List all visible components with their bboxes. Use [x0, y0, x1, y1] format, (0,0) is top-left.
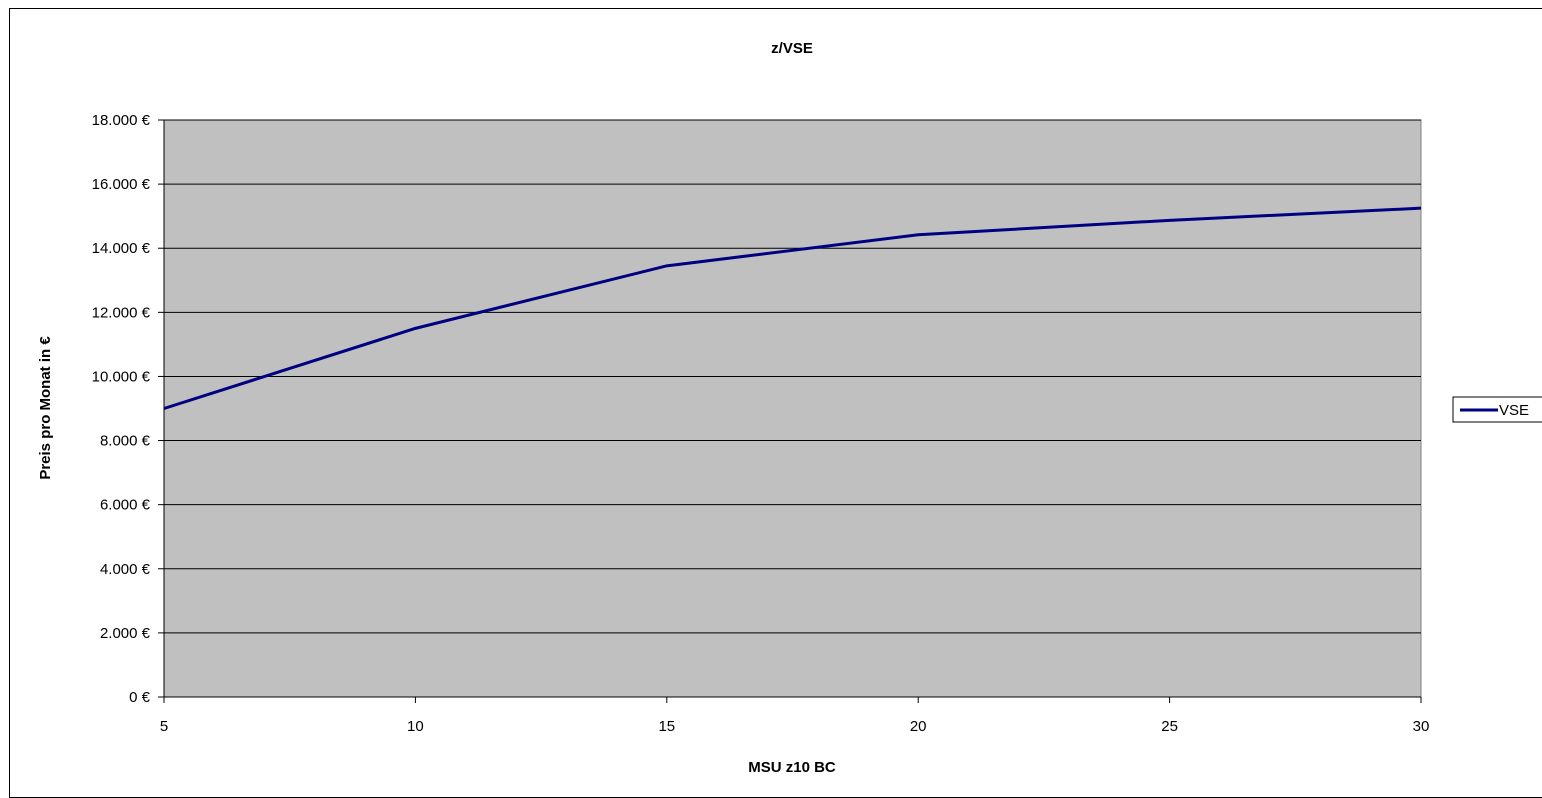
x-tick-label: 30 [1413, 718, 1430, 735]
series-line-vse [163, 206, 1422, 410]
x-axis: 5 10 15 20 25 30 [160, 696, 1430, 735]
legend: VSE [1452, 396, 1542, 423]
series-layer [163, 206, 1422, 410]
y-axis-title: Preis pro Monat in € [37, 336, 54, 480]
x-tick-label: 20 [910, 718, 927, 735]
x-axis-title: MSU z10 BC [748, 759, 836, 776]
plot-area [163, 119, 1422, 698]
legend-label: VSE [1499, 402, 1529, 419]
gridlines [164, 119, 1421, 634]
x-tick-label: 10 [407, 718, 424, 735]
y-axis: 0 € 2.000 € 4.000 € 6.000 € 8.000 € 10.000 € 1… [92, 112, 165, 706]
x-tick-label: 15 [658, 718, 675, 735]
y-tick-label: 10.000 € [92, 368, 151, 385]
x-tick-label: 5 [160, 718, 168, 735]
y-tick-label: 14.000 € [92, 240, 151, 257]
y-tick-label: 0 € [129, 689, 151, 706]
y-tick-label: 6.000 € [100, 497, 151, 514]
y-tick-label: 2.000 € [100, 625, 151, 642]
chart-title: z/VSE [771, 40, 813, 57]
y-tick-label: 16.000 € [92, 176, 151, 193]
y-tick-label: 4.000 € [100, 561, 151, 578]
y-tick-label: 18.000 € [92, 112, 151, 129]
y-tick-label: 8.000 € [100, 433, 151, 450]
x-tick-label: 25 [1161, 718, 1178, 735]
y-tick-label: 12.000 € [92, 304, 151, 321]
